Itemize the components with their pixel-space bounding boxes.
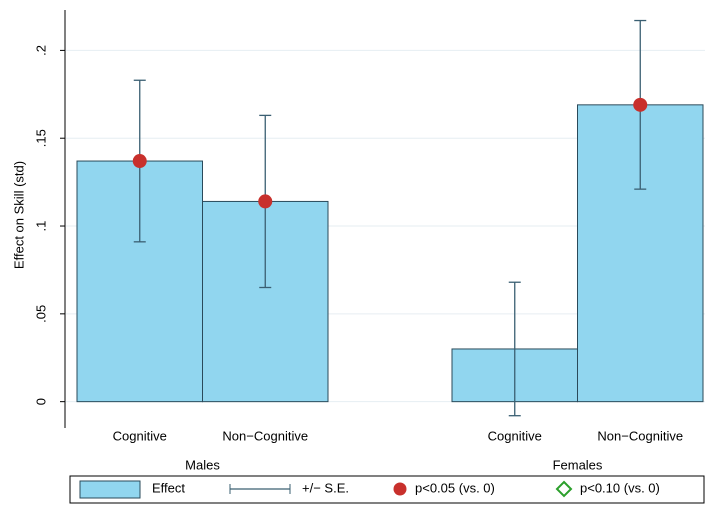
y-tick-label: .05 [33,305,48,323]
significance-dot [132,154,147,169]
significance-dot [633,97,648,112]
legend-box [69,475,705,504]
legend-swatch [79,480,141,499]
legend-label: +/− S.E. [302,480,349,495]
legend-label: p<0.10 (vs. 0) [580,480,660,495]
category-label: Cognitive [113,428,167,443]
y-tick-label: .2 [33,45,48,56]
category-label: Non−Cognitive [222,428,308,443]
group-label: Females [553,457,603,472]
legend-swatch [555,480,573,498]
legend-swatch [393,482,407,496]
group-label: Males [185,457,220,472]
legend-label: p<0.05 (vs. 0) [415,480,495,495]
y-tick-label: .1 [33,221,48,232]
y-tick-label: .15 [33,129,48,147]
y-axis-label: Effect on Skill (std) [11,161,26,269]
category-label: Cognitive [488,428,542,443]
significance-dot [258,194,273,209]
legend-label: Effect [152,480,185,495]
y-tick-label: 0 [33,398,48,405]
category-label: Non−Cognitive [597,428,683,443]
